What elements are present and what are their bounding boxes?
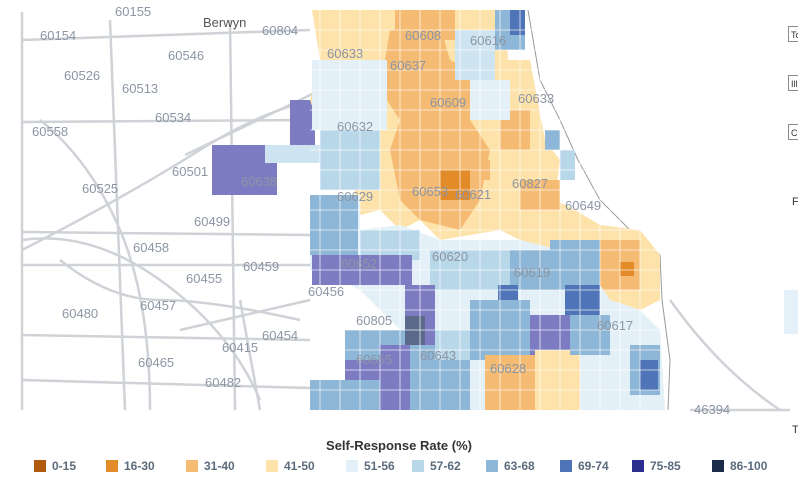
legend-label: 0-15 <box>52 459 77 473</box>
legend-swatch <box>346 460 358 472</box>
zip-label: 60652 <box>341 256 377 271</box>
side-letter: F <box>792 196 798 208</box>
side-letter: T <box>792 424 798 436</box>
zip-label: 60632 <box>337 119 373 134</box>
zip-label: 60643 <box>420 348 456 363</box>
zip-label: 60633 <box>327 46 363 61</box>
zip-label: 60620 <box>432 249 468 264</box>
zip-label: 60457 <box>140 298 176 313</box>
zip-label: 60616 <box>470 33 506 48</box>
zip-label: 60827 <box>512 176 548 191</box>
zip-label: 60465 <box>138 355 174 370</box>
legend-swatch <box>34 460 46 472</box>
legend-item: 63-68 <box>486 458 535 474</box>
zip-label: 60456 <box>308 284 344 299</box>
zip-label: 60804 <box>262 23 298 38</box>
legend-swatch <box>106 460 118 472</box>
legend-swatch <box>412 460 424 472</box>
zip-label: 60617 <box>597 318 633 333</box>
zip-label: 60480 <box>62 306 98 321</box>
zip-label: 60454 <box>262 328 298 343</box>
place-label-berwyn: Berwyn <box>203 15 246 30</box>
zip-label: 60653 <box>412 184 448 199</box>
zip-label: 60155 <box>115 4 151 19</box>
zip-label: 60608 <box>405 28 441 43</box>
legend-item: 31-40 <box>186 458 235 474</box>
zip-label: 60609 <box>430 95 466 110</box>
legend-swatch <box>486 460 498 472</box>
tract-borders <box>310 10 660 410</box>
legend-label: 86-100 <box>730 459 768 473</box>
legend-item: 57-62 <box>412 458 461 474</box>
legend-swatch <box>712 460 724 472</box>
census-tracts[interactable] <box>212 10 665 410</box>
zip-label: 60633 <box>518 91 554 106</box>
legend-label: 41-50 <box>284 459 315 473</box>
legend-item: 0-15 <box>34 458 76 474</box>
zip-label: 60501 <box>172 164 208 179</box>
zip-label: 60805 <box>356 313 392 328</box>
zip-label: 60455 <box>186 271 222 286</box>
legend-swatch <box>186 460 198 472</box>
zip-label: 60628 <box>490 361 526 376</box>
legend-label: 51-56 <box>364 459 395 473</box>
zip-label: 60558 <box>32 124 68 139</box>
zip-labels: 60155 60154 60546 60804 60526 60513 6053… <box>32 4 730 417</box>
zip-label: 60415 <box>222 340 258 355</box>
legend-label: 31-40 <box>204 459 235 473</box>
zip-label: 60499 <box>194 214 230 229</box>
zip-label: 60546 <box>168 48 204 63</box>
zip-label: 60655 <box>356 352 392 367</box>
zip-label: 60526 <box>64 68 100 83</box>
legend-item: 69-74 <box>560 458 609 474</box>
zip-label: 60621 <box>455 187 491 202</box>
zip-label: 60534 <box>155 110 191 125</box>
legend-swatch <box>266 460 278 472</box>
zip-label: 60513 <box>122 81 158 96</box>
legend-swatch <box>560 460 572 472</box>
side-panel <box>784 290 798 334</box>
legend-item: 86-100 <box>712 458 767 474</box>
legend-swatch <box>632 460 644 472</box>
lake-shoreline <box>527 9 671 411</box>
legend-item: 16-30 <box>106 458 155 474</box>
legend-item: 51-56 <box>346 458 395 474</box>
legend-label: 69-74 <box>578 459 609 473</box>
side-control[interactable]: To <box>788 26 798 42</box>
zip-label: 60649 <box>565 198 601 213</box>
zip-label: 60154 <box>40 28 76 43</box>
zip-label: 60458 <box>133 240 169 255</box>
legend-title: Self-Response Rate (%) <box>326 438 472 453</box>
side-control[interactable]: Ill <box>788 75 798 91</box>
zip-label: 60619 <box>514 265 550 280</box>
zip-label: 60482 <box>205 375 241 390</box>
zip-label: 60459 <box>243 259 279 274</box>
side-control[interactable]: Ci <box>788 124 798 140</box>
legend-label: 63-68 <box>504 459 535 473</box>
legend-item: 75-85 <box>632 458 681 474</box>
legend-label: 16-30 <box>124 459 155 473</box>
legend-label: 57-62 <box>430 459 461 473</box>
zip-label: 60637 <box>390 58 426 73</box>
zip-label: 60629 <box>337 189 373 204</box>
zip-label: 60638 <box>241 174 277 189</box>
zip-label: 60525 <box>82 181 118 196</box>
legend-label: 75-85 <box>650 459 681 473</box>
legend-item: 41-50 <box>266 458 315 474</box>
zip-label: 46394 <box>694 402 730 417</box>
